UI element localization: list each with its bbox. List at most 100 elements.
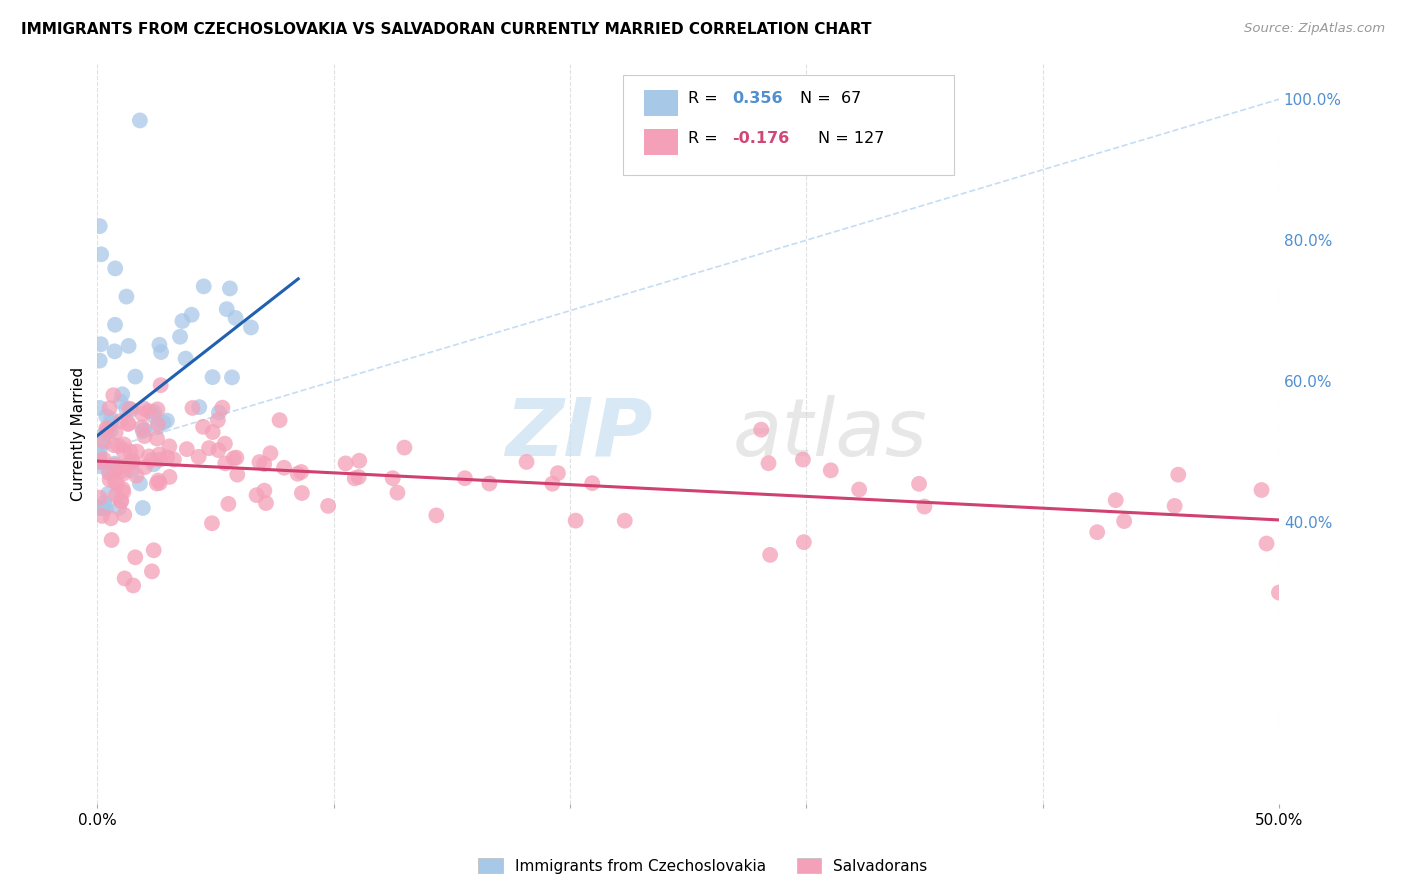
Point [128, 113, 150, 128]
Point [90, 455, 112, 469]
Point [89, 455, 111, 469]
Point [150, 345, 173, 359]
Point [335, 457, 357, 471]
Point [118, 401, 141, 416]
Point [146, 476, 169, 491]
Point [214, 436, 236, 450]
Point [259, 446, 281, 460]
Point [94, 500, 117, 515]
Text: atlas: atlas [733, 395, 928, 473]
Point [148, 474, 170, 488]
Point [89, 455, 111, 469]
Point [98, 401, 121, 416]
Point [131, 407, 153, 421]
Point [564, 514, 586, 528]
Point [105, 477, 128, 491]
Point [134, 460, 156, 475]
Point [124, 550, 146, 565]
Point [141, 453, 163, 467]
Point [219, 281, 242, 295]
Point [131, 420, 153, 434]
Point [97, 487, 120, 501]
Y-axis label: Currently Married: Currently Married [72, 367, 86, 501]
Point [117, 417, 139, 431]
Point [89, 443, 111, 458]
Point [104, 425, 127, 440]
Point [221, 370, 243, 384]
Point [146, 402, 169, 417]
Point [394, 441, 416, 455]
Point [149, 378, 172, 392]
Point [193, 279, 215, 293]
Point [112, 508, 135, 522]
Point [149, 475, 172, 490]
Point [96, 409, 118, 424]
Point [111, 464, 134, 478]
Point [287, 467, 309, 481]
Point [759, 548, 782, 562]
Point [146, 420, 169, 434]
Point [343, 471, 366, 485]
Point [90, 508, 112, 523]
Point [1256, 536, 1278, 550]
Point [181, 401, 204, 415]
Point [100, 415, 122, 429]
Point [110, 494, 132, 508]
Point [115, 289, 138, 303]
Point [254, 496, 277, 510]
Point [120, 463, 142, 477]
Point [93, 496, 115, 510]
Point [112, 437, 135, 451]
Point [146, 417, 169, 431]
Point [225, 450, 247, 465]
Point [110, 414, 132, 428]
Point [1167, 467, 1189, 482]
Text: N = 127: N = 127 [818, 130, 884, 145]
Point [207, 443, 229, 458]
Point [93, 500, 115, 515]
FancyBboxPatch shape [623, 75, 955, 175]
Point [125, 468, 148, 483]
Point [112, 485, 135, 500]
Point [381, 471, 404, 485]
Point [1114, 514, 1136, 528]
Point [120, 444, 142, 458]
Point [269, 413, 291, 427]
Point [110, 494, 132, 508]
Point [128, 476, 150, 491]
Point [124, 369, 146, 384]
Point [100, 533, 122, 547]
Point [138, 404, 160, 418]
Point [172, 314, 194, 328]
Point [117, 417, 139, 431]
Point [143, 405, 166, 419]
Point [146, 432, 169, 446]
Point [134, 429, 156, 443]
Point [112, 467, 135, 481]
Point [104, 318, 127, 332]
Point [90, 337, 112, 351]
Point [148, 448, 170, 462]
Point [115, 401, 138, 416]
Point [180, 308, 202, 322]
Point [103, 388, 125, 402]
Point [201, 516, 224, 531]
Point [222, 451, 245, 466]
Point [201, 425, 224, 439]
Point [104, 475, 127, 489]
Point [117, 457, 139, 471]
Point [98, 424, 121, 438]
Point [93, 435, 115, 450]
Point [122, 578, 145, 592]
Point [848, 483, 870, 497]
Point [117, 339, 139, 353]
Point [273, 460, 295, 475]
Point [97, 425, 120, 439]
Point [90, 500, 112, 515]
Point [253, 457, 276, 471]
Point [122, 454, 145, 468]
Point [1085, 525, 1108, 540]
Point [120, 402, 142, 417]
Point [208, 405, 231, 419]
Point [111, 387, 134, 401]
